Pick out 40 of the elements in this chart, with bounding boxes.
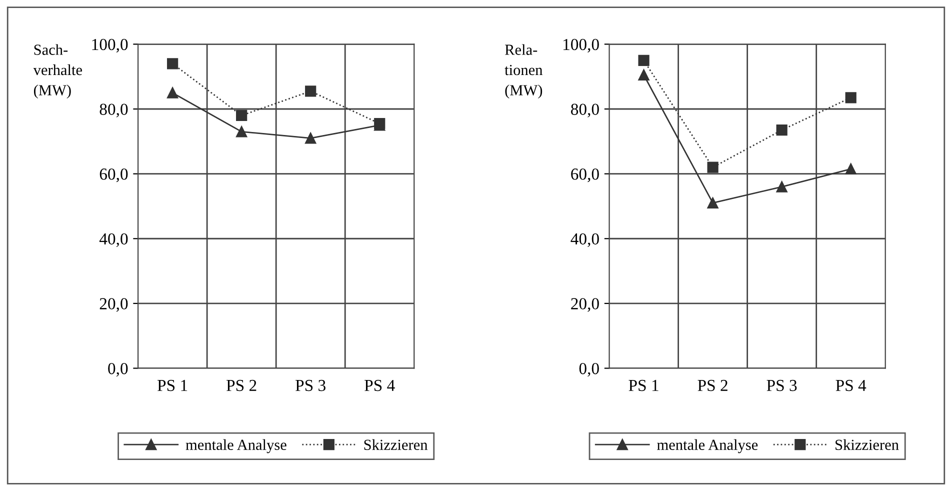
legend-label: mentale Analyse (657, 439, 758, 454)
x-tick-label: PS 2 (226, 380, 256, 392)
y-tick-label: 0,0 (108, 362, 128, 377)
x-tick-label: PS 4 (836, 380, 866, 392)
y-axis-title: Sach- verhalte (MW) (33, 44, 82, 98)
point (845, 163, 856, 175)
point (638, 69, 650, 81)
y-tick-label: 40,0 (570, 233, 599, 247)
point (236, 126, 248, 138)
y-tick-label: 80,0 (571, 104, 599, 118)
point (638, 54, 650, 66)
point (305, 132, 316, 144)
point (236, 110, 248, 122)
x-tick-label: PS 3 (296, 380, 326, 392)
y-tick-label: 20,0 (100, 298, 128, 312)
y-tick-label: 60,0 (100, 168, 128, 182)
legend-label: Skizzieren (836, 439, 899, 450)
x-tick-label: PS 2 (698, 380, 728, 392)
point (166, 58, 178, 70)
y-tick-label: 80,0 (100, 104, 128, 118)
x-tick-label: PS 3 (766, 380, 797, 392)
y-tick-label: 60,0 (571, 168, 599, 182)
point (305, 86, 316, 97)
legend-label: Skizzieren (364, 439, 428, 450)
x-tick-label: PS 4 (364, 380, 395, 392)
x-tick-label: PS 1 (628, 380, 658, 392)
point (166, 87, 178, 98)
y-tick-label: 100,0 (92, 38, 128, 53)
point (845, 92, 856, 104)
y-tick-label: 100,0 (564, 38, 599, 53)
point (776, 181, 788, 192)
point (776, 124, 788, 136)
y-tick-label: 0,0 (579, 362, 599, 377)
point (707, 197, 718, 209)
legend-label: mentale Analyse (186, 439, 286, 454)
x-tick-label: PS 1 (158, 380, 188, 392)
y-axis-title: Rela- tionen (MW) (504, 44, 543, 98)
y-tick-label: 40,0 (99, 233, 128, 247)
point (707, 162, 718, 173)
y-tick-label: 20,0 (571, 298, 599, 312)
